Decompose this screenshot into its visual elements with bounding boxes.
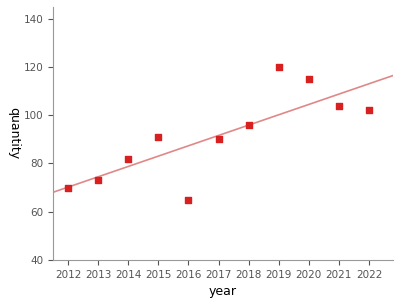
- Point: [306, 77, 312, 82]
- Point: [336, 103, 342, 108]
- Point: [125, 156, 132, 161]
- Point: [246, 123, 252, 127]
- Point: [276, 65, 282, 70]
- Point: [155, 135, 162, 139]
- Point: [215, 137, 222, 142]
- Point: [65, 185, 71, 190]
- Point: [366, 108, 372, 113]
- Point: [95, 178, 102, 183]
- X-axis label: year: year: [209, 285, 237, 298]
- Y-axis label: quantity: quantity: [7, 107, 20, 160]
- Point: [185, 197, 192, 202]
